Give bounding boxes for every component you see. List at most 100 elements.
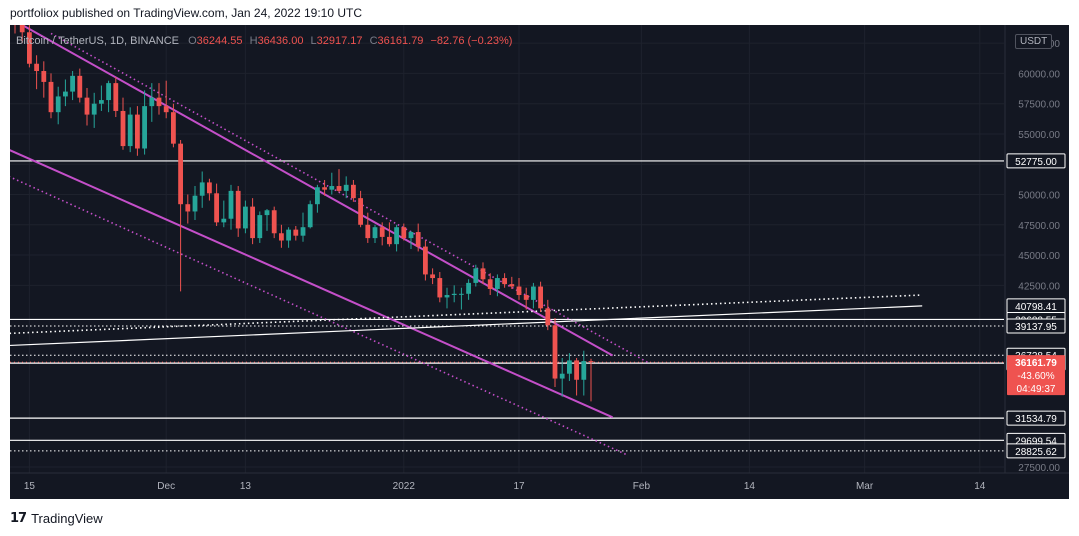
trendline[interactable]	[10, 294, 923, 335]
candle[interactable]	[322, 179, 327, 196]
candle[interactable]	[300, 212, 306, 242]
trendline[interactable]	[10, 305, 923, 347]
y-tick-label: 42500.00	[1018, 281, 1060, 292]
candle[interactable]	[552, 318, 558, 388]
brand-name[interactable]: TradingView	[31, 511, 103, 526]
x-tick-label: 14	[744, 481, 756, 492]
candle[interactable]	[509, 276, 515, 289]
candlestick-chart[interactable]: 62500.0060000.0057500.0055000.0052500.00…	[10, 25, 1069, 499]
candle[interactable]	[502, 273, 507, 288]
candle[interactable]	[84, 87, 90, 126]
candle[interactable]	[415, 223, 421, 252]
trendline[interactable]	[10, 173, 628, 456]
candle[interactable]	[315, 184, 320, 213]
candle[interactable]	[423, 240, 428, 281]
candle[interactable]	[156, 83, 162, 115]
candle[interactable]	[221, 200, 227, 228]
candle[interactable]	[279, 224, 284, 248]
candle[interactable]	[473, 264, 479, 287]
candle[interactable]	[91, 92, 97, 128]
candle[interactable]	[113, 77, 119, 118]
currency-button[interactable]: USDT	[1015, 34, 1053, 49]
candle[interactable]	[480, 262, 486, 285]
candle[interactable]	[41, 61, 47, 98]
candle[interactable]	[178, 140, 183, 292]
candle[interactable]	[387, 222, 392, 247]
candle[interactable]	[487, 273, 493, 296]
candle[interactable]	[27, 25, 32, 68]
candle[interactable]	[199, 171, 205, 208]
candle[interactable]	[120, 97, 126, 150]
candle[interactable]	[538, 281, 543, 312]
candle[interactable]	[495, 274, 500, 297]
candle[interactable]	[228, 184, 234, 230]
candle-body	[135, 114, 140, 149]
candle[interactable]	[336, 169, 342, 193]
candle[interactable]	[34, 55, 39, 90]
candle[interactable]	[171, 103, 176, 148]
candle[interactable]	[135, 106, 140, 156]
candle[interactable]	[372, 224, 378, 243]
candle[interactable]	[70, 71, 75, 101]
candle[interactable]	[567, 353, 572, 381]
y-tick-label: 27500.00	[1018, 463, 1060, 474]
candle[interactable]	[466, 279, 471, 300]
candle[interactable]	[214, 183, 219, 226]
candle[interactable]	[264, 209, 270, 231]
candle[interactable]	[430, 268, 435, 285]
candle[interactable]	[545, 299, 551, 331]
candle[interactable]	[523, 287, 529, 310]
candle[interactable]	[185, 194, 191, 224]
candle[interactable]	[365, 212, 371, 243]
candle[interactable]	[437, 272, 443, 303]
candle[interactable]	[99, 85, 104, 111]
candle[interactable]	[19, 25, 25, 44]
candle[interactable]	[401, 223, 407, 241]
candle[interactable]	[13, 25, 18, 34]
chart-area[interactable]: 62500.0060000.0057500.0055000.0052500.00…	[10, 25, 1069, 499]
candle[interactable]	[235, 186, 241, 237]
candle[interactable]	[559, 357, 565, 397]
candle[interactable]	[257, 211, 263, 243]
candle[interactable]	[286, 227, 291, 248]
candle[interactable]	[307, 200, 313, 229]
trendline[interactable]	[10, 146, 614, 419]
candle[interactable]	[127, 107, 133, 153]
symbol-name[interactable]: Bitcoin / TetherUS, 1D, BINANCE	[16, 35, 180, 47]
candle[interactable]	[451, 285, 457, 303]
candle[interactable]	[142, 90, 147, 155]
candle[interactable]	[293, 225, 299, 241]
candle[interactable]	[408, 230, 414, 249]
candle[interactable]	[149, 83, 155, 122]
candle[interactable]	[163, 80, 169, 119]
candle[interactable]	[48, 73, 54, 119]
candle-body	[401, 227, 407, 239]
candle[interactable]	[106, 80, 111, 113]
candle[interactable]	[351, 179, 356, 202]
candle[interactable]	[192, 186, 198, 220]
candle[interactable]	[250, 198, 255, 245]
candle[interactable]	[588, 358, 594, 402]
trendline[interactable]	[50, 32, 649, 364]
candle[interactable]	[531, 282, 536, 309]
candle[interactable]	[207, 178, 212, 201]
candle-body	[27, 32, 32, 64]
candle[interactable]	[459, 287, 464, 310]
candle[interactable]	[444, 287, 450, 309]
candle[interactable]	[394, 224, 399, 252]
publish-header: portfoliox published on TradingView.com,…	[10, 6, 362, 20]
candle[interactable]	[574, 357, 579, 396]
candle[interactable]	[63, 79, 68, 107]
candle[interactable]	[77, 68, 83, 103]
candle[interactable]	[271, 206, 277, 239]
candle[interactable]	[379, 222, 385, 246]
candle[interactable]	[243, 200, 248, 234]
candle[interactable]	[343, 176, 349, 199]
candle[interactable]	[358, 190, 363, 228]
candle[interactable]	[581, 350, 587, 396]
candle[interactable]	[516, 278, 522, 300]
candle[interactable]	[329, 172, 335, 195]
candle-body	[171, 112, 176, 144]
candle[interactable]	[55, 86, 61, 125]
candle-body	[34, 63, 39, 72]
